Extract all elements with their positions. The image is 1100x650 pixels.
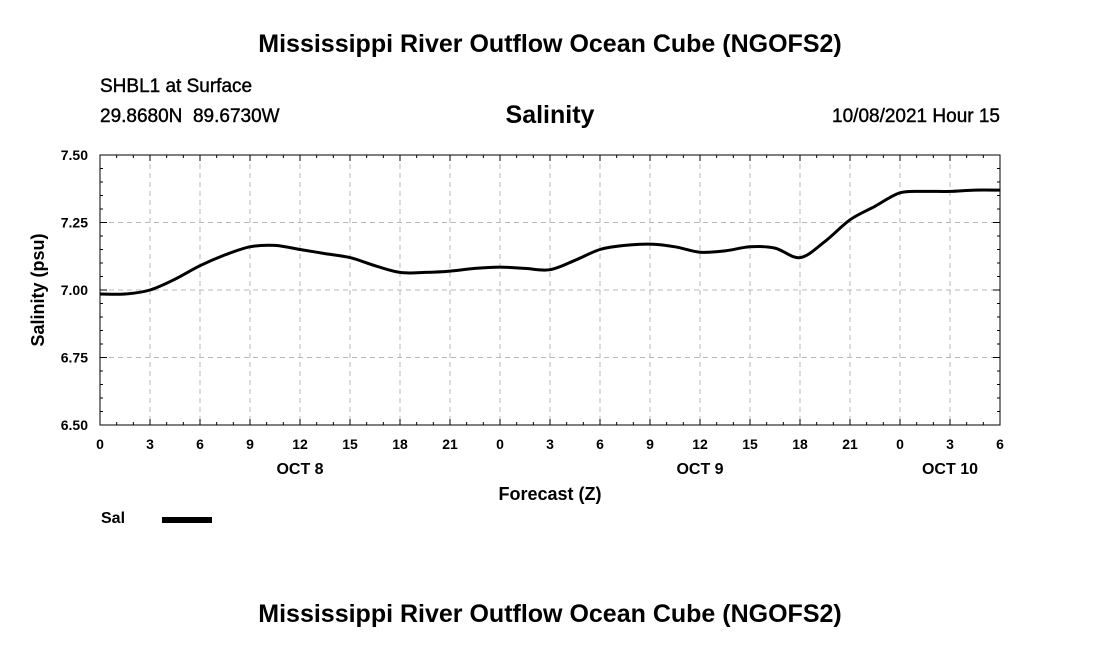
- data-point: [924, 190, 926, 192]
- y-tick-label: 6.75: [61, 350, 88, 366]
- forecast-datetime: 10/08/2021 Hour 15: [832, 106, 1000, 127]
- x-tick-label: 15: [742, 436, 758, 452]
- data-point: [249, 246, 251, 248]
- series-layer: [99, 188, 1001, 296]
- data-point: [224, 254, 226, 256]
- x-tick-label: 18: [792, 436, 808, 452]
- data-point: [524, 267, 526, 269]
- grid-layer: [100, 155, 1000, 425]
- variable-title: Salinity: [505, 101, 595, 129]
- data-point: [949, 190, 951, 192]
- y-tick-label: 7.00: [61, 282, 88, 298]
- date-label: OCT 8: [276, 461, 323, 478]
- series-line-salinity: [99, 188, 1001, 296]
- y-tick-label: 7.25: [61, 215, 88, 231]
- x-tick-label: 3: [146, 436, 154, 452]
- data-point: [774, 247, 776, 249]
- station-label: SHBL1 at Surface: [100, 76, 253, 97]
- data-point: [649, 243, 651, 245]
- data-point: [424, 271, 426, 273]
- data-point: [449, 270, 451, 272]
- x-axis-label: Forecast (Z): [498, 484, 601, 504]
- data-point: [399, 271, 401, 273]
- x-tick-label: 18: [392, 436, 408, 452]
- date-label: OCT 9: [676, 461, 723, 478]
- x-tick-label: 3: [946, 436, 954, 452]
- x-tick-label: 15: [342, 436, 358, 452]
- x-tick-label: 6: [996, 436, 1004, 452]
- x-tick-label: 6: [196, 436, 204, 452]
- data-point: [349, 257, 351, 259]
- x-tick-label: 21: [842, 436, 858, 452]
- x-tick-label: 12: [292, 436, 308, 452]
- data-point: [899, 192, 901, 194]
- chart-title: Mississippi River Outflow Ocean Cube (NG…: [258, 30, 842, 58]
- x-tick-label: 0: [96, 436, 104, 452]
- data-point: [624, 244, 626, 246]
- x-tick-label: 9: [246, 436, 254, 452]
- data-point: [749, 246, 751, 248]
- data-point: [324, 253, 326, 255]
- data-point: [549, 269, 551, 271]
- x-tick-label: 6: [596, 436, 604, 452]
- data-point: [874, 205, 876, 207]
- data-point: [574, 259, 576, 261]
- data-point: [274, 244, 276, 246]
- y-axis-label: Salinity (psu): [28, 233, 48, 346]
- y-tick-label: 6.50: [61, 417, 88, 433]
- x-tick-label: 21: [442, 436, 458, 452]
- footer-title: Mississippi River Outflow Ocean Cube (NG…: [258, 600, 842, 628]
- data-point: [474, 267, 476, 269]
- data-point: [199, 265, 201, 267]
- x-tick-label: 3: [546, 436, 554, 452]
- data-point: [174, 278, 176, 280]
- data-point: [724, 250, 726, 252]
- x-tick-label: 0: [896, 436, 904, 452]
- station-coordinates: 29.8680N 89.6730W: [100, 106, 280, 127]
- data-point: [374, 265, 376, 267]
- data-point: [599, 248, 601, 251]
- data-point: [299, 248, 301, 251]
- x-tick-label: 9: [646, 436, 654, 452]
- x-tick-label: 0: [496, 436, 504, 452]
- data-point: [499, 266, 501, 268]
- data-point: [149, 289, 151, 291]
- date-label: OCT 10: [922, 461, 978, 478]
- plot-frame: [99, 154, 1001, 426]
- data-point: [849, 219, 851, 221]
- legend-label: Sal: [101, 510, 126, 527]
- x-tick-label: 12: [692, 436, 708, 452]
- data-point: [699, 251, 701, 253]
- axis-label-layer: 0 3 6 9 12 15 18 21 0 3 6 9 12 15 18 21 0 3 6 6.50 6.75 7.00 7…: [61, 147, 1004, 478]
- data-point: [799, 257, 801, 259]
- data-point: [824, 240, 826, 242]
- data-point: [974, 189, 976, 191]
- y-tick-label: 7.50: [61, 147, 88, 163]
- data-point: [124, 293, 126, 295]
- data-point: [674, 246, 676, 248]
